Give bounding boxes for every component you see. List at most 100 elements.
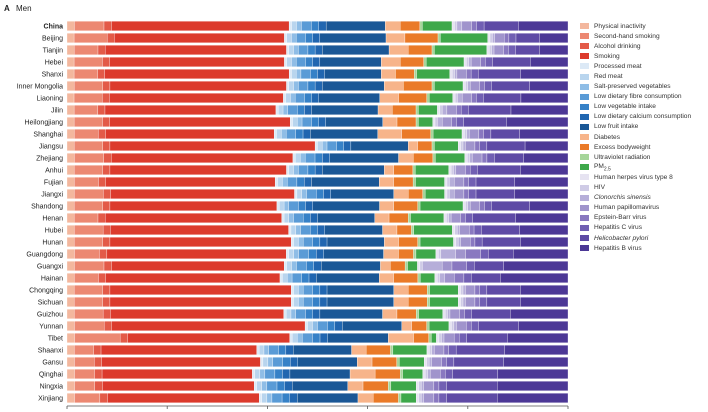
bar-segment xyxy=(400,57,424,67)
bar-segment xyxy=(322,141,328,151)
bar-segment xyxy=(419,21,423,31)
bar-segment xyxy=(300,153,306,163)
bar-segment xyxy=(437,105,440,115)
legend-item: Salt-preserved vegetables xyxy=(580,82,706,92)
bar-segment xyxy=(434,81,464,91)
bar-segment xyxy=(379,201,394,211)
bar-segment xyxy=(448,213,452,223)
bar-segment xyxy=(317,225,325,235)
legend-swatch xyxy=(580,174,589,181)
bar-segment xyxy=(434,141,459,151)
bar-segment xyxy=(506,117,569,127)
bar-segment xyxy=(456,321,467,331)
bar-segment xyxy=(322,45,390,55)
bar-segment xyxy=(457,93,463,103)
legend-item: Processed meat xyxy=(580,61,706,71)
bar-segment xyxy=(109,57,285,67)
legend-swatch xyxy=(580,123,589,130)
bar-segment xyxy=(454,225,458,235)
bar-segment xyxy=(293,249,299,259)
bar-segment xyxy=(428,357,432,367)
bar-segment xyxy=(446,177,450,187)
bar-segment xyxy=(276,381,285,391)
bar-segment xyxy=(431,45,435,55)
legend-item: Helicobacter pylori xyxy=(580,233,706,243)
bar-segment xyxy=(343,141,352,151)
bar-segment xyxy=(520,297,569,307)
bar-segment xyxy=(286,33,292,43)
bar-segment xyxy=(291,237,294,247)
bar-segment xyxy=(458,297,461,307)
bar-segment xyxy=(334,321,343,331)
bar-segment xyxy=(420,273,436,283)
bar-segment xyxy=(281,393,290,403)
bar-segment xyxy=(451,321,455,331)
bar-segment xyxy=(282,357,291,367)
bar-segment xyxy=(102,237,111,247)
bar-segment xyxy=(466,57,469,67)
bar-segment xyxy=(408,189,423,199)
bar-segment xyxy=(463,117,507,127)
bar-segment xyxy=(404,261,408,271)
bar-segment xyxy=(446,381,498,391)
bar-segment xyxy=(327,321,336,331)
bar-segment xyxy=(469,129,480,139)
bar-segment xyxy=(503,261,569,271)
bar-segment xyxy=(398,393,402,403)
bar-segment xyxy=(302,333,313,343)
bar-segment xyxy=(109,297,292,307)
bar-segment xyxy=(451,21,455,31)
bar-segment xyxy=(304,177,312,187)
bar-segment xyxy=(463,177,469,187)
bar-segment xyxy=(278,345,287,355)
bar-segment xyxy=(285,345,294,355)
bar-segment xyxy=(306,261,314,271)
bar-segment xyxy=(102,297,111,307)
bar-segment xyxy=(415,177,445,187)
bar-segment xyxy=(66,261,75,271)
category-label: Jiangxi xyxy=(41,192,63,199)
category-label: Guangxi xyxy=(37,264,64,271)
bar-segment xyxy=(470,57,481,67)
legend-swatch xyxy=(580,245,589,252)
bar-segment xyxy=(393,297,409,307)
bar-segment xyxy=(287,177,298,187)
bar-segment xyxy=(454,93,458,103)
bar-segment xyxy=(290,309,296,319)
bar-segment xyxy=(296,69,302,79)
bar-segment xyxy=(347,381,364,391)
bar-segment xyxy=(494,33,505,43)
bar-segment xyxy=(451,117,457,127)
bar-segment xyxy=(98,177,106,187)
bar-segment xyxy=(97,213,106,223)
bar-segment xyxy=(66,45,75,55)
bar-segment xyxy=(433,381,440,391)
bar-segment xyxy=(481,237,521,247)
bar-segment xyxy=(127,333,290,343)
legend-label: Clonorchis sinensis xyxy=(594,194,651,202)
bar-segment xyxy=(74,177,99,187)
bar-segment xyxy=(303,213,311,223)
bar-segment xyxy=(304,321,308,331)
bar-segment xyxy=(413,225,453,235)
bar-segment xyxy=(101,369,253,379)
bar-segment xyxy=(73,57,103,67)
bar-segment xyxy=(530,57,569,67)
legend-swatch xyxy=(580,43,589,50)
bar-segment xyxy=(105,129,275,139)
bar-segment xyxy=(474,297,480,307)
bar-segment xyxy=(74,225,104,235)
bar-segment xyxy=(392,105,417,115)
category-label: Henan xyxy=(42,216,63,223)
bar-segment xyxy=(314,141,318,151)
bar-segment xyxy=(408,45,433,55)
bar-segment xyxy=(483,21,519,31)
bar-segment xyxy=(440,369,446,379)
bar-segment xyxy=(319,309,383,319)
bar-segment xyxy=(432,153,436,163)
bar-segment xyxy=(73,69,98,79)
legend-label: Processed meat xyxy=(594,62,642,70)
bar-segment xyxy=(464,129,467,139)
bar-segment xyxy=(292,117,298,127)
bar-segment xyxy=(322,153,330,163)
